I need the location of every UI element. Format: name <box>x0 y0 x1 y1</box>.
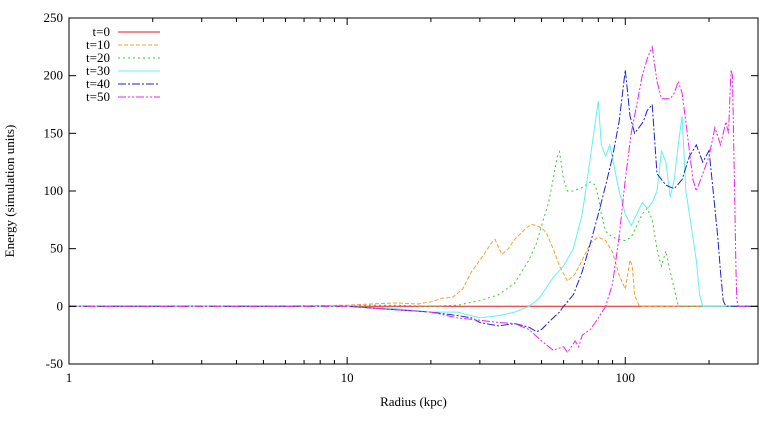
x-tick-label: 10 <box>341 370 354 385</box>
y-axis-title: Energy (simulation units) <box>2 125 17 258</box>
series-line-t=20 <box>69 150 758 307</box>
y-tick-label: 200 <box>44 68 64 83</box>
x-axis-title: Radius (kpc) <box>380 394 447 409</box>
legend-label: t=30 <box>86 63 110 78</box>
series-line-t=40 <box>69 69 758 333</box>
series-line-t=10 <box>69 223 758 307</box>
y-tick-label: 50 <box>50 241 63 256</box>
y-tick-label: 250 <box>44 10 64 25</box>
legend-label: t=10 <box>86 37 110 52</box>
y-tick-label: 0 <box>57 298 64 313</box>
legend: t=0t=10t=20t=30t=40t=50 <box>86 24 160 104</box>
y-tick-label: 150 <box>44 125 64 140</box>
y-tick-label: -50 <box>46 356 63 371</box>
plot-frame <box>68 17 759 365</box>
series-layer <box>69 44 758 354</box>
legend-label: t=50 <box>86 89 110 104</box>
x-tick-label: 1 <box>66 370 73 385</box>
legend-label: t=20 <box>86 50 110 65</box>
series-line-t=30 <box>69 100 758 319</box>
y-tick-label: 100 <box>44 183 64 198</box>
ticks-layer: -50 0 50 100 150 200 250 1 10 100 <box>44 10 759 385</box>
legend-label: t=40 <box>86 76 110 91</box>
series-line-t=50 <box>69 44 758 354</box>
legend-label: t=0 <box>93 24 110 39</box>
x-tick-label: 100 <box>616 370 636 385</box>
